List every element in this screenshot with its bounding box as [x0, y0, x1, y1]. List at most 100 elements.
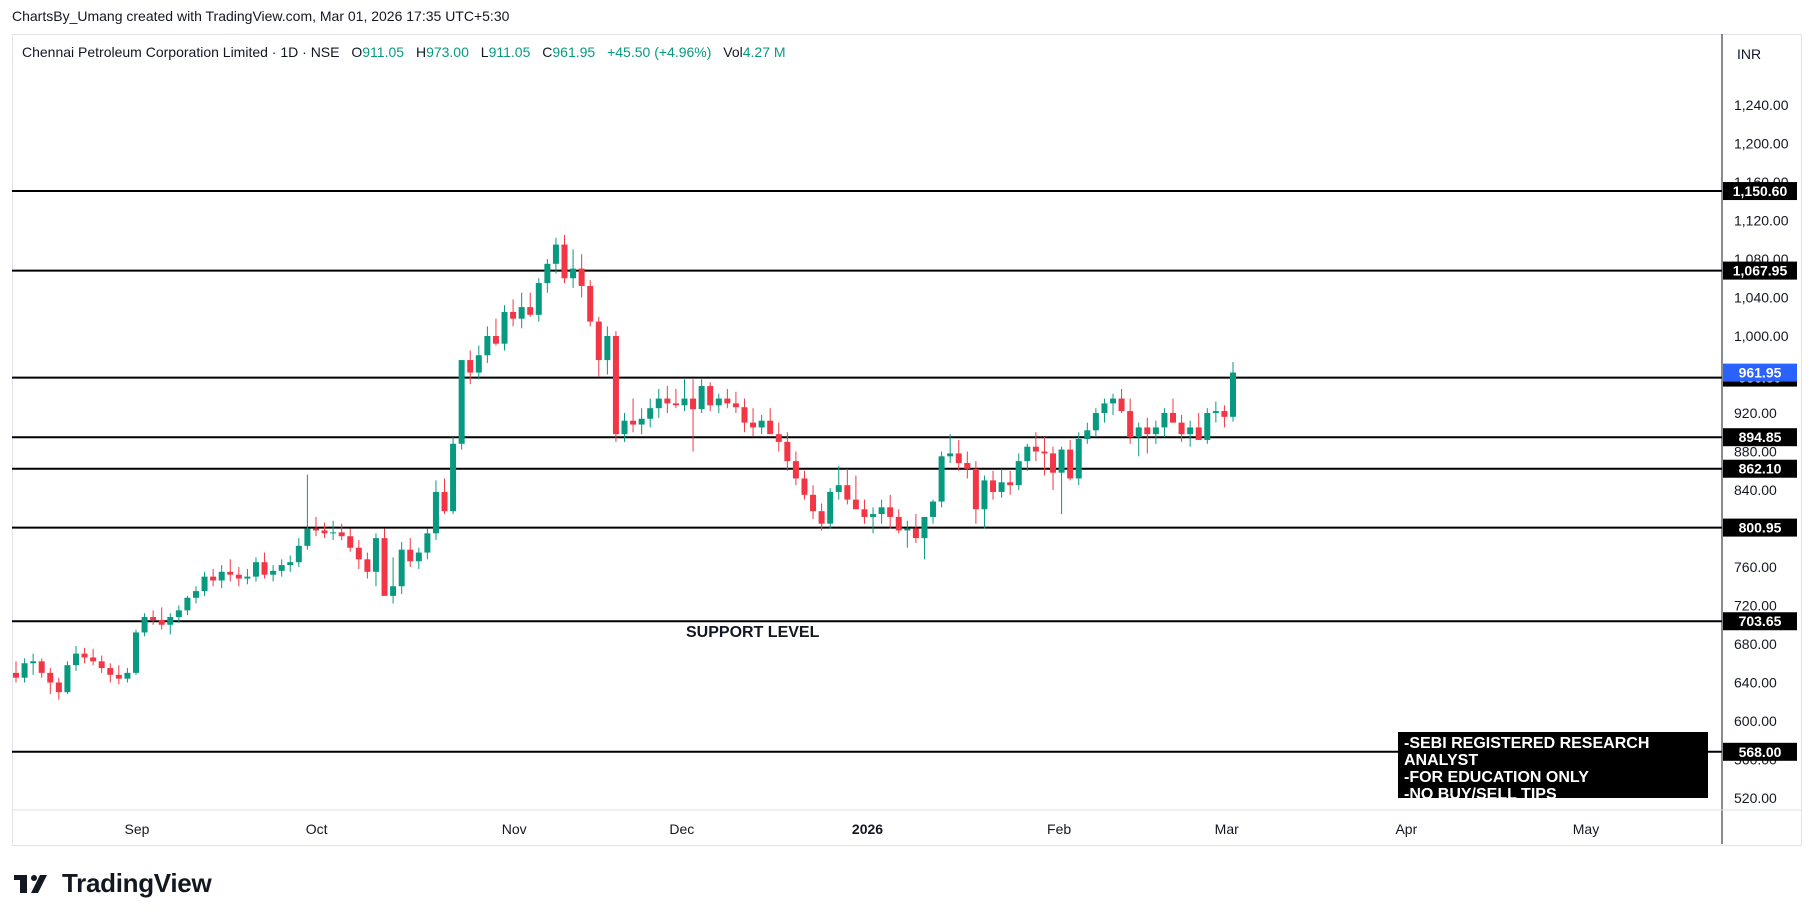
- candle-body: [484, 336, 491, 356]
- candle-body: [887, 507, 894, 517]
- candle-body: [312, 528, 319, 531]
- candle-body: [347, 536, 354, 548]
- candle-body: [415, 552, 422, 562]
- price-tick-label: 720.00: [1734, 598, 1777, 614]
- candle-body: [1007, 482, 1014, 486]
- symbol-name[interactable]: Chennai Petroleum Corporation Limited · …: [22, 44, 340, 60]
- level-price-badge-label: 1,150.60: [1733, 183, 1788, 199]
- candle-body: [167, 617, 174, 625]
- candle-body: [1075, 438, 1082, 479]
- volume-value: 4.27 M: [742, 44, 786, 60]
- candle-body: [218, 571, 225, 581]
- time-tick-label: Nov: [502, 821, 527, 837]
- candle-body: [912, 528, 919, 539]
- close-label: C: [542, 44, 553, 60]
- candle-body: [998, 482, 1005, 492]
- price-tick-label: 640.00: [1734, 675, 1777, 691]
- candle-body: [38, 661, 45, 673]
- candle-body: [381, 538, 388, 596]
- candle-body: [604, 336, 611, 361]
- candle-body: [750, 422, 757, 428]
- last-price-badge-label: 961.95: [1739, 365, 1782, 381]
- candle-body: [64, 665, 71, 693]
- level-price-badge-label: 703.65: [1739, 613, 1782, 629]
- horizontal-levels-layer: [12, 190, 1722, 753]
- candle-body: [1221, 411, 1228, 417]
- candle-body: [612, 336, 619, 435]
- level-price-badge-label: 568.00: [1739, 744, 1782, 760]
- time-tick-label: Feb: [1047, 821, 1071, 837]
- candle-body: [672, 403, 679, 406]
- candle-body: [1067, 449, 1074, 479]
- candle-body: [990, 480, 997, 492]
- candle-body: [407, 549, 414, 562]
- time-tick-label: Sep: [125, 821, 150, 837]
- candle-body: [467, 360, 474, 373]
- symbol-legend[interactable]: Chennai Petroleum Corporation Limited · …: [22, 44, 786, 60]
- level-price-badge: [1723, 182, 1797, 201]
- high-label: H: [415, 44, 427, 60]
- candle-body: [458, 360, 465, 444]
- candle-body: [870, 514, 877, 517]
- candle-body: [510, 311, 517, 319]
- time-tick-label: Mar: [1215, 821, 1239, 837]
- candle-body: [1187, 427, 1194, 435]
- price-tick-label: 840.00: [1734, 482, 1777, 498]
- candle-body: [732, 403, 739, 408]
- support-level-label: SUPPORT LEVEL: [686, 624, 820, 641]
- candle-body: [895, 516, 902, 531]
- time-tick-label: Apr: [1395, 821, 1417, 837]
- candle-body: [964, 463, 971, 469]
- change-value: +45.50 (+4.96%): [607, 44, 712, 60]
- currency-label: INR: [1737, 46, 1761, 62]
- price-tick-label: 920.00: [1734, 405, 1777, 421]
- disclaimer-box: -SEBI REGISTERED RESEARCH ANALYST -FOR E…: [1398, 732, 1708, 803]
- candle-body: [1135, 427, 1142, 438]
- candle-body: [175, 610, 182, 618]
- candle-body: [1195, 427, 1202, 440]
- candle-body: [1118, 398, 1125, 412]
- candle-body: [424, 533, 431, 553]
- candle-body: [587, 285, 594, 322]
- price-badges-layer: 1,150.601,067.95956.80894.85862.10800.95…: [1723, 182, 1797, 761]
- candle-body: [518, 307, 525, 319]
- price-tick-label: 1,040.00: [1734, 290, 1789, 306]
- candle-body: [72, 653, 79, 666]
- candle-body: [270, 570, 277, 575]
- candle-body: [621, 420, 628, 435]
- candle-body: [801, 478, 808, 495]
- time-tick-label: May: [1573, 821, 1599, 837]
- price-tick-label: 760.00: [1734, 559, 1777, 575]
- price-tick-label: 520.00: [1734, 790, 1777, 806]
- price-tick-label: 880.00: [1734, 444, 1777, 460]
- candle-body: [115, 674, 122, 679]
- candle-body: [792, 461, 799, 479]
- candle-body: [758, 420, 765, 428]
- candle-body: [1161, 413, 1168, 428]
- level-price-badge-label: 862.10: [1739, 461, 1782, 477]
- tradingview-branding[interactable]: TradingView: [14, 868, 212, 899]
- candle-body: [664, 398, 671, 404]
- level-price-badge: [1723, 428, 1797, 447]
- candle-body: [132, 632, 139, 673]
- candle-body: [355, 547, 362, 560]
- candle-body: [527, 307, 534, 315]
- candle-body: [818, 511, 825, 524]
- candle-body: [741, 407, 748, 423]
- candle-body: [1204, 413, 1211, 440]
- disclaimer-line: -FOR EDUCATION ONLY: [1404, 769, 1589, 786]
- price-tick-label: 1,240.00: [1734, 97, 1789, 113]
- chart-frame[interactable]: [12, 34, 1802, 846]
- candle-body: [1144, 427, 1151, 435]
- candle-body: [398, 549, 405, 587]
- candle-body: [835, 485, 842, 492]
- candle-body: [1101, 403, 1108, 413]
- candle-body: [1110, 398, 1117, 404]
- candle-body: [972, 468, 979, 510]
- disclaimer-line: -NO BUY/SELL TIPS: [1404, 786, 1557, 803]
- time-tick-label: Oct: [306, 821, 328, 837]
- candle-body: [98, 661, 105, 669]
- candle-body: [638, 418, 645, 425]
- candle-body: [630, 420, 637, 425]
